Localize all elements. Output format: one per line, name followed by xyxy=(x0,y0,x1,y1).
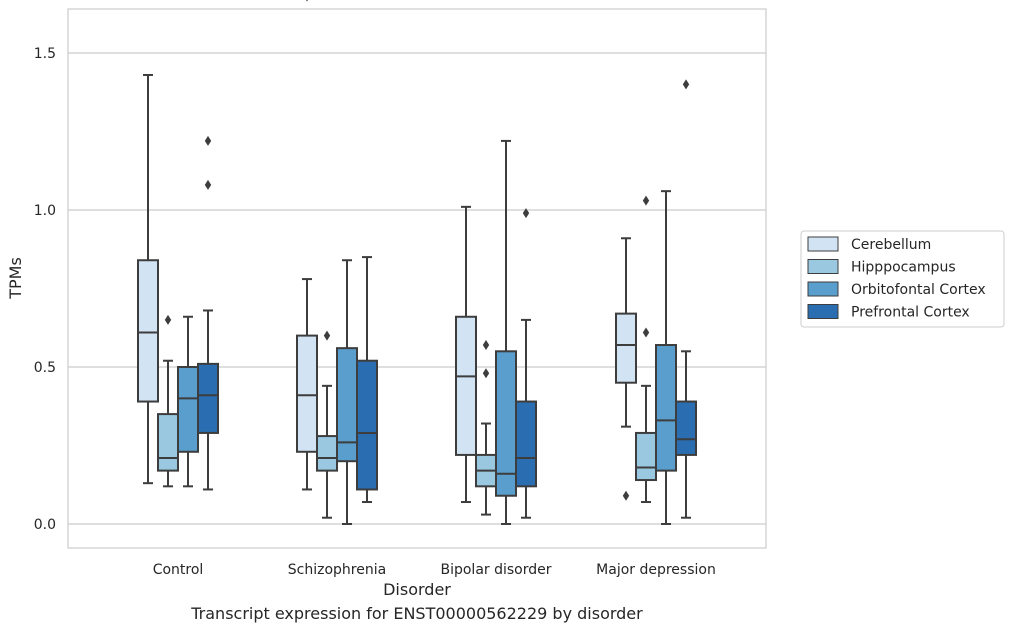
box-hipppocampus xyxy=(635,195,657,504)
box-cerebellum xyxy=(615,237,637,501)
y-tick-label: 0.0 xyxy=(34,517,56,533)
y-tick-label: 1.0 xyxy=(34,203,56,219)
box-body xyxy=(655,344,677,472)
boxes xyxy=(137,0,697,525)
x-axis-label: Disorder xyxy=(383,580,451,599)
legend: Cerebellum Hipppocampus Orbitofontal Corte… xyxy=(800,230,1005,328)
box-cerebellum xyxy=(455,205,477,504)
box-body xyxy=(455,315,477,456)
figure-caption: Transcript expression for ENST0000056222… xyxy=(191,604,643,623)
x-tick-label: Schizophrenia xyxy=(288,562,386,578)
outlier-point xyxy=(642,327,650,338)
box-body xyxy=(515,400,537,488)
x-tick-labels: Control Schizophrenia Bipolar disorder Majo… xyxy=(153,562,716,578)
outlier-point xyxy=(204,179,212,190)
box-cerebellum xyxy=(137,73,159,485)
outlier-point xyxy=(323,330,331,341)
box-body xyxy=(675,400,697,456)
y-tick-label: 1.5 xyxy=(34,46,56,62)
box-body xyxy=(635,431,657,482)
x-tick-label: Control xyxy=(153,562,204,578)
box-body xyxy=(316,435,338,472)
x-tick-label: Bipolar disorder xyxy=(440,562,551,578)
legend-swatch xyxy=(807,281,839,297)
legend-label: Hipppocampus xyxy=(851,260,956,276)
y-axis-label: TPMs xyxy=(6,257,25,300)
box-orbitofontal-cortex xyxy=(495,139,517,525)
legend-swatch xyxy=(807,259,839,274)
outlier-point xyxy=(642,195,650,206)
box-prefrontal-cortex xyxy=(197,135,219,491)
box-body xyxy=(336,347,358,463)
legend-frame xyxy=(800,230,1005,328)
x-tick-label: Major depression xyxy=(596,562,716,578)
box-orbitofontal-cortex xyxy=(655,190,677,525)
outlier-point xyxy=(164,314,172,325)
box-body xyxy=(296,334,318,453)
legend-label: Orbitofontal Cortex xyxy=(851,282,986,298)
box-body xyxy=(157,413,179,472)
box-prefrontal-cortex xyxy=(515,208,537,519)
outlier-point xyxy=(622,490,630,501)
box-body xyxy=(356,359,378,491)
box-prefrontal-cortex xyxy=(675,79,697,519)
outlier-point xyxy=(522,208,530,219)
box-body xyxy=(197,362,219,434)
outlier-point xyxy=(204,135,212,146)
box-hipppocampus xyxy=(475,340,497,516)
box-prefrontal-cortex xyxy=(356,256,378,504)
box-cerebellum xyxy=(296,0,318,491)
box-body xyxy=(137,259,159,403)
legend-label: Cerebellum xyxy=(851,237,931,253)
box-body xyxy=(177,366,199,453)
legend-swatch xyxy=(807,236,839,252)
outlier-point xyxy=(482,340,490,351)
outlier-point xyxy=(682,79,690,90)
box-body xyxy=(615,312,637,384)
y-tick-labels: 0.00.51.01.52.02.53.0 xyxy=(34,46,56,533)
legend-swatch xyxy=(807,304,839,319)
outlier-point xyxy=(482,368,490,379)
box-hipppocampus xyxy=(157,314,179,488)
outlier-point xyxy=(306,0,308,2)
y-tick-label: 0.5 xyxy=(34,360,56,376)
legend-label: Prefrontal Cortex xyxy=(851,305,970,321)
